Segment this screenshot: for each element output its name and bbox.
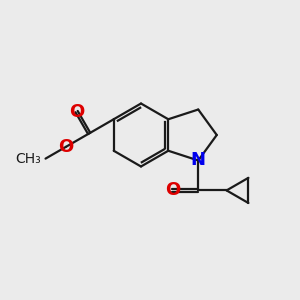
Text: O: O xyxy=(58,138,74,156)
Text: O: O xyxy=(69,103,84,121)
Text: N: N xyxy=(191,152,206,169)
Text: O: O xyxy=(165,182,180,200)
Text: CH₃: CH₃ xyxy=(15,152,41,166)
